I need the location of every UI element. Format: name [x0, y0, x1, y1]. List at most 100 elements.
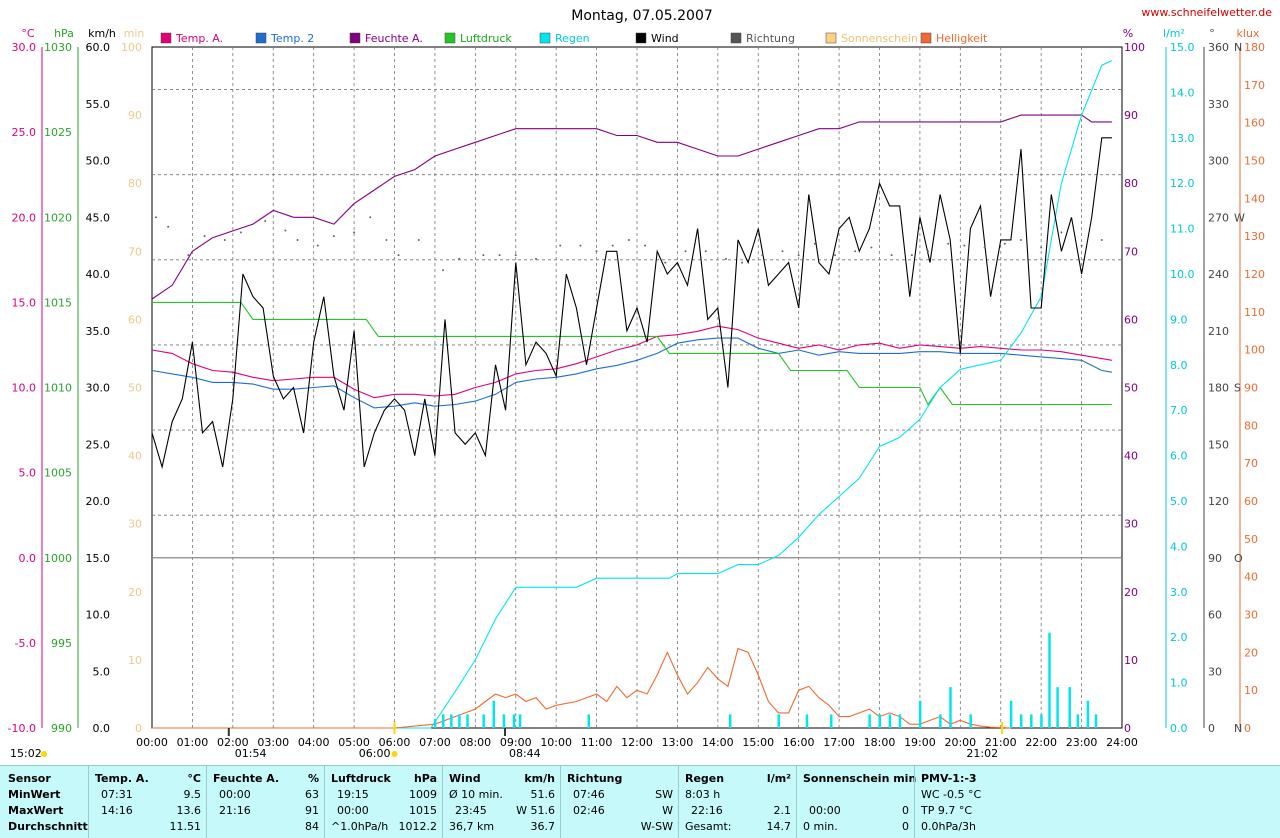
wind-distance: 36,7 km [449, 820, 495, 833]
legend-swatch-sonne [825, 32, 837, 44]
rain-bar [918, 700, 922, 728]
weather-chart: Montag, 07.05.2007 www.schneifelwetter.d… [8, 6, 1273, 760]
tick-humidity: 70 [1124, 245, 1138, 258]
direction-point [854, 250, 857, 253]
x-tick-label: 20:00 [944, 736, 976, 749]
tick-sun: 70 [128, 245, 142, 258]
series-line-hell [152, 647, 1011, 729]
tick-brightness: 40 [1244, 571, 1258, 584]
druck-max: 1015 [409, 804, 437, 817]
legend-label-feuchte: Feuchte A. [365, 32, 423, 45]
tick-humidity: 100 [1124, 41, 1145, 54]
stats-richtung: Richtung 07:46 SW 02:46 W W-SW [560, 766, 679, 838]
tick-temp: -5.0 [15, 637, 36, 650]
direction-point [316, 244, 319, 247]
tick-humidity: 40 [1124, 450, 1138, 463]
feuchte-header: Feuchte A. [213, 772, 280, 785]
legend-label-tempA: Temp. A. [175, 32, 223, 45]
regen-max-time: 22:16 [691, 804, 723, 817]
tick-humidity: 90 [1124, 109, 1138, 122]
x-tick-label: 11:00 [581, 736, 613, 749]
direction-point [353, 231, 356, 234]
tick-humidity: 50 [1124, 382, 1138, 395]
rain-bar [1076, 714, 1080, 728]
tick-sun: 40 [128, 450, 142, 463]
feuchte-min: 63 [305, 788, 319, 801]
direction-point [203, 235, 206, 238]
axis-unit-rain: l/m² [1163, 27, 1185, 40]
series-line-regen [152, 60, 1113, 729]
direction-point [1040, 246, 1043, 249]
x-tick-label: 01:00 [177, 736, 209, 749]
stats-regen: Regen l/m² 8:03 h 22:16 2.1 Gesamt: 14.7 [678, 766, 797, 838]
left-time-label: 15:02 [10, 747, 42, 760]
axis-unit-humidity: % [1123, 27, 1133, 40]
richtung-header: Richtung [567, 772, 623, 785]
rain-bar [1009, 700, 1013, 728]
tick-direction: 330 [1208, 98, 1229, 111]
wind-max: W 51.6 [516, 804, 555, 817]
tick-pressure: 1010 [44, 382, 72, 395]
direction-point [1080, 244, 1083, 247]
sunrise-icon [391, 751, 398, 757]
legend-label-richtung: Richtung [746, 32, 795, 45]
tick-rain: 13.0 [1170, 132, 1195, 145]
tick-wind: 60.0 [86, 41, 111, 54]
tick-rain: 2.0 [1170, 631, 1188, 644]
axes: 30.025.020.015.010.05.00.0-5.0-10.0°C103… [8, 27, 1265, 735]
sunrise-time: 06:00 [359, 747, 391, 760]
richtung-min: SW [655, 788, 673, 801]
direction-point [644, 244, 647, 247]
legend-label-temp2: Temp. 2 [270, 32, 314, 45]
tick-wind: 20.0 [86, 495, 111, 508]
direction-label: N [1234, 41, 1242, 54]
regen-max: 2.1 [773, 804, 792, 817]
direction-point [167, 225, 170, 228]
stats-druck: Luftdruck hPa 19:15 1009 00:00 1015 ^1.0… [324, 766, 443, 838]
tick-pressure: 1025 [44, 126, 72, 139]
x-tick-label: 00:00 [136, 736, 168, 749]
tick-rain: 3.0 [1170, 586, 1188, 599]
tick-wind: 35.0 [86, 325, 111, 338]
pmv-taupunkt: TP 9.7 °C [921, 804, 973, 817]
row-label-max: MaxWert [8, 804, 64, 817]
tick-brightness: 120 [1244, 268, 1265, 281]
tick-rain: 12.0 [1170, 177, 1195, 190]
legend-label-luftdruck: Luftdruck [460, 32, 512, 45]
tick-humidity: 20 [1124, 586, 1138, 599]
rain-bar [939, 714, 942, 728]
wind-min-label: Ø 10 min. [449, 788, 503, 801]
direction-point [761, 254, 764, 257]
stats-pmv: PMV-1:-3 WC -0.5 °C TP 9.7 °C 0.0hPa/3h [914, 766, 1025, 838]
rain-bar [830, 714, 833, 728]
row-label-sensor: Sensor [8, 772, 51, 785]
x-tick-label: 04:00 [298, 736, 330, 749]
x-tick-label: 24:00 [1106, 736, 1138, 749]
tick-temp: 25.0 [12, 126, 37, 139]
tmax-time: 08:44 [509, 747, 541, 760]
x-tick-label: 18:00 [864, 736, 896, 749]
x-tick-label: 05:00 [338, 736, 370, 749]
tick-sun: 10 [128, 654, 142, 667]
direction-point [627, 238, 630, 241]
tick-pressure: 1030 [44, 41, 72, 54]
temp-min: 9.5 [183, 788, 202, 801]
tick-rain: 8.0 [1170, 359, 1188, 372]
x-tick-label: 16:00 [783, 736, 815, 749]
x-tick-label: 19:00 [904, 736, 936, 749]
tick-direction: 0 [1208, 722, 1215, 735]
direction-point [611, 244, 614, 247]
tick-direction: 120 [1208, 495, 1229, 508]
tick-rain: 11.0 [1170, 223, 1195, 236]
pmv-windchill: WC -0.5 °C [921, 788, 982, 801]
statistics-table: Sensor MinWert MaxWert Durchschnitt Temp… [0, 765, 1280, 838]
feuchte-max: 91 [305, 804, 319, 817]
rain-bar [466, 714, 469, 728]
x-tick-label: 15:00 [742, 736, 774, 749]
tick-sun: 30 [128, 518, 142, 531]
tick-brightness: 80 [1244, 419, 1258, 432]
tick-wind: 5.0 [93, 665, 111, 678]
direction-point [514, 254, 517, 257]
direction-point [534, 257, 537, 260]
tick-direction: 180 [1208, 382, 1229, 395]
